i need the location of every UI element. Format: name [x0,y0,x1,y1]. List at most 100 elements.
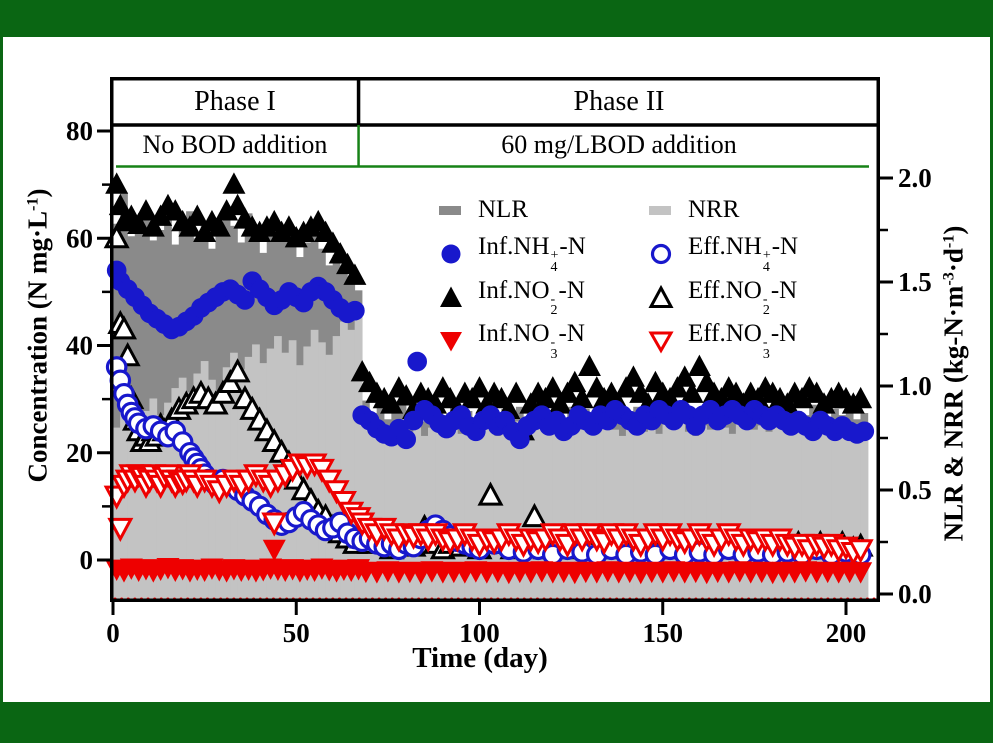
swatch-shape [648,284,674,308]
open-inverted-triangle-icon [648,331,674,354]
bar-nrr [186,392,194,600]
bar-nrr [787,433,795,600]
swatch-shape [649,205,671,215]
plot-frame [110,77,880,602]
legend: NLR NRR Inf.NH +4 -N Eff.NH +4 -N Inf.NO -2 -N Eff.… [436,188,886,362]
bar-nrr [427,427,436,600]
data-point-filled-triangle-up [541,376,565,398]
swatch-shape [648,331,674,354]
bar-nrr [640,431,649,600]
bar-nrr [713,421,722,600]
data-point-filled-triangle-up [673,365,697,387]
data-point-filled-triangle-up [185,204,209,226]
bar-nrr [398,419,407,600]
bar-nrr [772,427,781,600]
x-tick-label: 150 [643,618,684,648]
data-point-filled-circle [235,290,255,310]
bar-nrr [501,423,510,600]
legend-swatch [646,195,676,225]
legend-label: Inf.NO -2 -N [478,276,585,319]
bar-nrr [625,427,634,600]
bar-nrr [486,427,495,600]
data-point-filled-triangle-up [665,376,689,398]
bar-nrr [142,410,150,600]
data-point-filled-triangle-up [687,354,711,377]
bar-nrr [831,423,839,600]
legend-label: Eff.NO -3 -N [688,320,798,362]
bar-nrr [655,433,663,600]
bar-nrr [149,398,158,600]
data-point-filled-triangle-up [504,381,528,403]
legend-label: Eff.NO -2 -N [688,276,798,319]
bar-nrr [838,429,847,600]
y-right-tick-label: 0.5 [898,475,932,505]
bar-nrr [596,425,605,600]
bar-nrr [559,435,568,600]
phase2-header: Phase II [573,86,665,117]
data-point-filled-triangle-up [467,376,492,398]
y-left-tick-label: 0 [80,545,94,575]
bar-nrr [611,429,619,600]
y-left-tick-label: 20 [66,438,93,468]
bar-nrr [699,425,707,600]
nrr-bar-swatch-icon [649,205,671,215]
bar-nrr [743,419,751,600]
bar-nrr [464,425,473,600]
bar-nrr [552,427,561,600]
data-point-filled-triangle-up [178,215,202,237]
bar-nrr [706,429,715,600]
bar-nrr [735,423,744,600]
bar-nrr [479,419,488,600]
phase1-header: Phase I [194,86,276,117]
bar-nrr [633,421,641,600]
bar-nrr [391,425,400,600]
legend-item: Eff.NO -2 -N [646,275,886,319]
legend-item: NRR [646,188,886,232]
bar-nrr [801,429,810,600]
y-right-tick-label: 2.0 [898,163,932,193]
legend-item: Eff.NH +4 -N [646,232,886,276]
filled-inverted-triangle-icon [440,332,462,352]
legend-item: Inf.NH +4 -N [436,232,646,276]
bar-nrr [156,415,165,600]
bar-nrr [112,427,121,600]
filled-triangle-icon [440,286,462,307]
data-point-open-triangle-up [110,315,138,340]
data-point-filled-triangle-up [563,370,587,393]
swatch-shape [440,332,462,352]
bar-nrr [449,423,458,600]
data-point-filled-circle [407,351,427,372]
bar-nrr [413,423,422,600]
legend-swatch [646,238,676,268]
ticks-group: 0 20 40 60 80 0.0 0.5 1.0 1.5 2.0 0 50 100 150 200 [66,116,932,648]
y-left-tick-label: 40 [66,331,93,361]
x-tick-label: 0 [106,618,120,648]
bar-nrr [647,425,656,600]
bar-nrr [816,427,825,600]
data-point-filled-triangle-up [849,386,873,409]
data-point-open-triangle-up [224,358,251,383]
bar-nrr [589,433,597,600]
open-triangle-icon [648,284,674,308]
data-point-filled-triangle-up [134,199,158,221]
legend-label: Eff.NH +4 -N [688,233,799,275]
bar-nrr [581,423,590,600]
bar-nrr [545,431,553,600]
bar-nrr [567,421,575,600]
bar-nrr [384,433,392,600]
bar-nrr [845,425,854,600]
markers-group [103,172,875,585]
data-point-filled-triangle-up [226,193,250,216]
data-point-filled-triangle-down [262,539,286,562]
bar-nrr [728,433,737,600]
y-right-tick-label: 0.0 [898,579,932,609]
data-point-open-triangle-down [107,517,134,542]
legend-swatch [646,325,676,355]
bar-nrr [618,435,627,600]
bar-nrr [794,425,803,600]
bar-nrr [809,419,817,600]
bar-nrr [823,431,832,600]
phase2-subheader: 60 mg/LBOD addition [501,130,737,159]
open-circle-icon [650,244,672,265]
